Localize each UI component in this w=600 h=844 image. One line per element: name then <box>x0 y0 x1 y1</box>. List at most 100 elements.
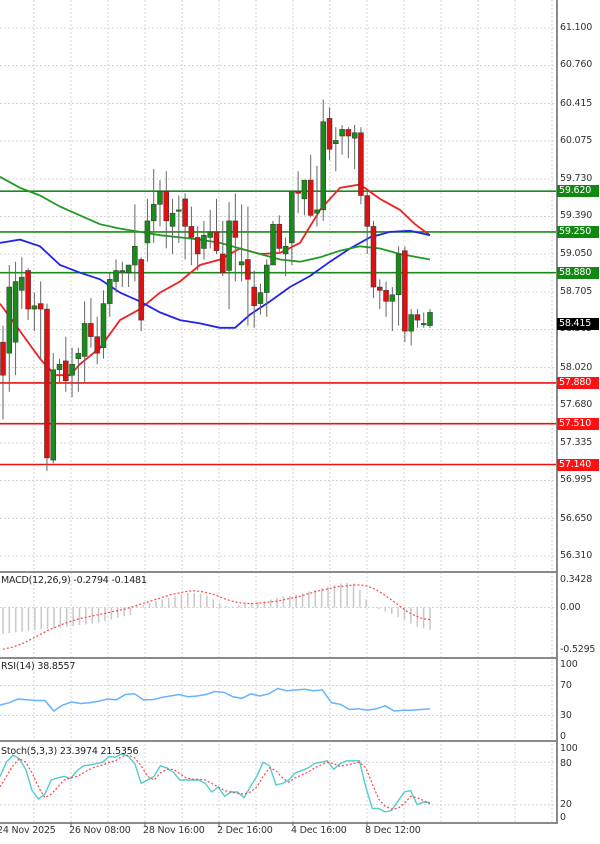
pane-separator <box>0 740 558 742</box>
candle-body <box>125 264 132 273</box>
candle-body <box>0 341 6 376</box>
candle-body <box>282 246 289 255</box>
support-level-badge: 57.140 <box>557 458 599 471</box>
indicator-tick-label: 30 <box>560 709 572 721</box>
candle-body <box>414 314 421 321</box>
candle-body <box>63 360 69 381</box>
indicator-tick-label: 0.3428 <box>560 574 593 585</box>
price-tick-label: 57.680 <box>560 398 593 410</box>
candle-body <box>276 223 283 249</box>
candle-body <box>339 129 345 137</box>
candle-body <box>19 276 25 291</box>
candle-body <box>307 179 314 216</box>
price-tick-label: 59.050 <box>560 247 593 259</box>
candle-body <box>301 179 308 200</box>
indicator-tick-label: 100 <box>560 743 578 754</box>
axis-line <box>556 0 558 822</box>
candle-body <box>383 290 389 302</box>
price-tick-label: 59.730 <box>560 173 593 184</box>
date-tick-label: 28 Nov 16:00 <box>143 825 205 836</box>
price-tick-label: 56.310 <box>560 549 593 561</box>
candle-body <box>194 237 201 255</box>
candle-body <box>320 121 326 211</box>
resistance-level-badge: 59.250 <box>557 225 599 238</box>
candle-body <box>132 246 138 266</box>
indicator-tick-label: 0.00 <box>560 601 581 613</box>
pane-separator <box>0 571 558 573</box>
indicator-tick-label: 20 <box>560 798 572 810</box>
date-tick-label: 26 Nov 08:00 <box>69 825 131 836</box>
candle-body <box>408 314 414 332</box>
price-tick-label: 56.995 <box>560 474 593 486</box>
candle-body <box>176 209 182 212</box>
rsi-line <box>0 687 431 712</box>
candle-body <box>427 312 433 326</box>
resistance-level-badge: 58.880 <box>557 266 599 279</box>
candle-body <box>56 363 63 370</box>
candle-body <box>207 231 213 238</box>
rsi-label: RSI(14) 38.8557 <box>1 661 76 672</box>
candle-body <box>370 226 377 288</box>
support-level-badge: 57.510 <box>557 417 599 430</box>
candle-body <box>182 198 188 227</box>
stoch-label: Stoch(5,3,3) 23.3974 21.5356 <box>1 746 139 757</box>
candle-body <box>289 190 295 244</box>
candle-body <box>314 209 320 214</box>
candle-body <box>402 250 408 332</box>
candle-body <box>364 195 370 227</box>
candle-body <box>188 226 195 238</box>
candle-body <box>37 303 44 310</box>
indicator-tick-label: 0 <box>560 812 566 823</box>
candle-body <box>163 190 170 222</box>
date-tick-label: 8 Dec 12:00 <box>365 825 421 836</box>
date-tick-label: 24 Nov 2025 <box>0 825 56 836</box>
candle-body <box>245 259 251 280</box>
candle-body <box>270 223 276 266</box>
candle-body <box>31 305 38 310</box>
price-tick-label: 57.335 <box>560 437 593 448</box>
candle-body <box>257 292 264 304</box>
candle-body <box>232 220 239 238</box>
price-tick-label: 60.415 <box>560 97 593 109</box>
candle-body <box>44 308 50 459</box>
price-tick-label: 58.705 <box>560 285 593 297</box>
candle-body <box>138 259 144 321</box>
candle-body <box>377 286 383 291</box>
candle-body <box>251 286 257 307</box>
resistance-level-badge: 59.620 <box>557 185 599 198</box>
candle-body <box>358 132 364 196</box>
price-tick-label: 61.100 <box>560 22 593 33</box>
candle-body <box>25 270 31 310</box>
candle-body <box>220 253 226 273</box>
candle-body <box>213 231 220 251</box>
candle-body <box>100 303 107 348</box>
candle-body <box>295 190 301 194</box>
indicator-tick-label: 100 <box>560 659 578 670</box>
moving-average-line <box>0 229 431 329</box>
indicator-tick-label: 80 <box>560 758 572 770</box>
indicator-tick-label: -0.5295 <box>560 644 596 655</box>
candle-body <box>69 363 75 376</box>
support-level-badge: 57.880 <box>557 376 599 389</box>
price-tick-label: 59.390 <box>560 210 593 222</box>
macd-label: MACD(12,26,9) -0.2794 -0.1481 <box>1 575 147 586</box>
candle-body <box>75 352 82 359</box>
candle-body <box>326 118 333 150</box>
candle-body <box>345 129 352 137</box>
date-tick-label: 2 Dec 16:00 <box>217 825 273 836</box>
pane-separator <box>0 657 558 659</box>
date-tick-label: 4 Dec 16:00 <box>291 825 347 836</box>
candle-body <box>94 336 100 354</box>
candle-body <box>6 286 13 354</box>
candle-body <box>50 369 56 461</box>
candle-body <box>119 270 126 273</box>
pane-separator <box>0 822 558 824</box>
current-price-badge: 58.415 <box>557 317 599 330</box>
price-tick-label: 60.760 <box>560 59 593 71</box>
candle-body <box>238 261 245 266</box>
price-tick-label: 60.075 <box>560 134 593 146</box>
indicator-tick-label: 70 <box>560 679 572 691</box>
price-tick-label: 58.020 <box>560 361 593 373</box>
